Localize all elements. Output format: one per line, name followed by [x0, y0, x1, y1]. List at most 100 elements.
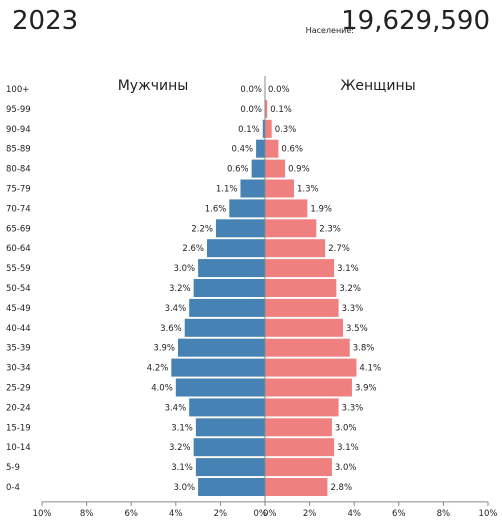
male-bar	[189, 298, 265, 317]
series-name-male: Мужчины	[118, 78, 189, 94]
series-name-female: Женщины	[340, 78, 415, 94]
male-value-label: 1.6%	[205, 204, 227, 214]
female-bar	[265, 378, 352, 397]
age-group-label: 40-44	[6, 324, 31, 334]
age-group-label: 55-59	[6, 264, 31, 274]
age-group-label: 70-74	[6, 204, 31, 214]
male-bar	[198, 259, 265, 278]
male-value-label: 3.2%	[169, 284, 191, 294]
age-group-label: 90-94	[6, 125, 31, 135]
female-value-label: 2.3%	[319, 224, 341, 234]
male-bar	[184, 318, 265, 337]
female-bar	[265, 239, 326, 258]
x-tick-label: 4%	[169, 509, 183, 519]
male-bar	[171, 358, 265, 377]
age-group-label: 75-79	[6, 185, 31, 195]
female-bar	[265, 298, 339, 317]
female-bar	[265, 438, 335, 457]
female-value-label: 3.1%	[337, 443, 359, 453]
female-value-label: 3.9%	[355, 384, 377, 394]
year-label: 2023	[12, 6, 79, 36]
male-bar	[195, 418, 265, 437]
age-group-label: 5-9	[6, 463, 20, 473]
male-bar	[229, 199, 265, 218]
male-value-label: 2.6%	[182, 244, 204, 254]
male-value-label: 3.4%	[165, 403, 187, 413]
female-bar	[265, 219, 317, 238]
age-group-label: 0-4	[6, 483, 20, 493]
female-bar	[265, 99, 268, 118]
age-group-label: 65-69	[6, 224, 31, 234]
male-bar	[193, 438, 265, 457]
male-bar	[175, 378, 265, 397]
male-value-label: 3.4%	[165, 304, 187, 314]
female-bar	[265, 139, 279, 158]
population-value: 19,629,590	[341, 6, 490, 36]
male-value-label: 4.0%	[151, 384, 173, 394]
female-value-label: 0.6%	[281, 145, 303, 155]
male-bar	[207, 239, 265, 258]
female-bar	[265, 179, 294, 198]
female-bar	[265, 478, 328, 496]
male-bar	[198, 478, 265, 496]
female-bar	[265, 199, 308, 218]
x-tick-label: 2%	[214, 509, 228, 519]
female-bar	[265, 458, 332, 477]
male-value-label: 0.1%	[238, 125, 260, 135]
age-group-label: 95-99	[6, 105, 31, 115]
male-bar	[195, 458, 265, 477]
male-value-label: 3.6%	[160, 324, 182, 334]
female-value-label: 2.7%	[328, 244, 350, 254]
male-value-label: 0.0%	[240, 105, 262, 115]
male-value-label: 3.0%	[173, 264, 195, 274]
age-group-label: 35-39	[6, 344, 31, 354]
x-tick-label: 2%	[303, 509, 317, 519]
male-bar	[262, 119, 265, 138]
age-group-label: 50-54	[6, 284, 31, 294]
age-group-label: 85-89	[6, 145, 31, 155]
x-tick-label: 10%	[479, 509, 498, 519]
male-value-label: 2.2%	[191, 224, 213, 234]
female-bar	[265, 338, 350, 357]
x-tick-label: 8%	[80, 509, 94, 519]
male-value-label: 1.1%	[216, 185, 238, 195]
female-value-label: 4.1%	[359, 364, 381, 374]
age-group-label: 100+	[6, 85, 29, 95]
male-value-label: 3.9%	[153, 344, 175, 354]
male-value-label: 3.1%	[171, 463, 193, 473]
x-tick-label: 6%	[124, 509, 138, 519]
age-group-label: 30-34	[6, 364, 31, 374]
male-value-label: 3.2%	[169, 443, 191, 453]
x-tick-label: 10%	[33, 509, 52, 519]
female-value-label: 3.5%	[346, 324, 368, 334]
x-tick-label: 8%	[437, 509, 451, 519]
male-bar	[251, 159, 265, 178]
female-value-label: 1.3%	[297, 185, 319, 195]
female-value-label: 0.0%	[268, 85, 290, 95]
age-group-label: 20-24	[6, 403, 31, 413]
female-bar	[265, 318, 344, 337]
male-bar	[193, 279, 265, 297]
female-value-label: 3.0%	[335, 423, 357, 433]
female-value-label: 3.8%	[353, 344, 375, 354]
male-value-label: 0.6%	[227, 165, 249, 175]
x-tick-label: 4%	[347, 509, 361, 519]
age-group-label: 60-64	[6, 244, 31, 254]
female-bar	[265, 159, 286, 178]
male-value-label: 4.2%	[147, 364, 169, 374]
female-value-label: 3.0%	[335, 463, 357, 473]
female-value-label: 1.9%	[310, 204, 332, 214]
female-value-label: 3.3%	[342, 403, 364, 413]
age-group-label: 80-84	[6, 165, 31, 175]
male-value-label: 0.0%	[240, 85, 262, 95]
female-value-label: 3.3%	[342, 304, 364, 314]
age-group-label: 10-14	[6, 443, 31, 453]
female-bar	[265, 119, 272, 138]
female-bar	[265, 398, 339, 417]
female-value-label: 2.8%	[330, 483, 352, 493]
female-value-label: 0.1%	[270, 105, 292, 115]
male-bar	[178, 338, 265, 357]
female-value-label: 3.1%	[337, 264, 359, 274]
